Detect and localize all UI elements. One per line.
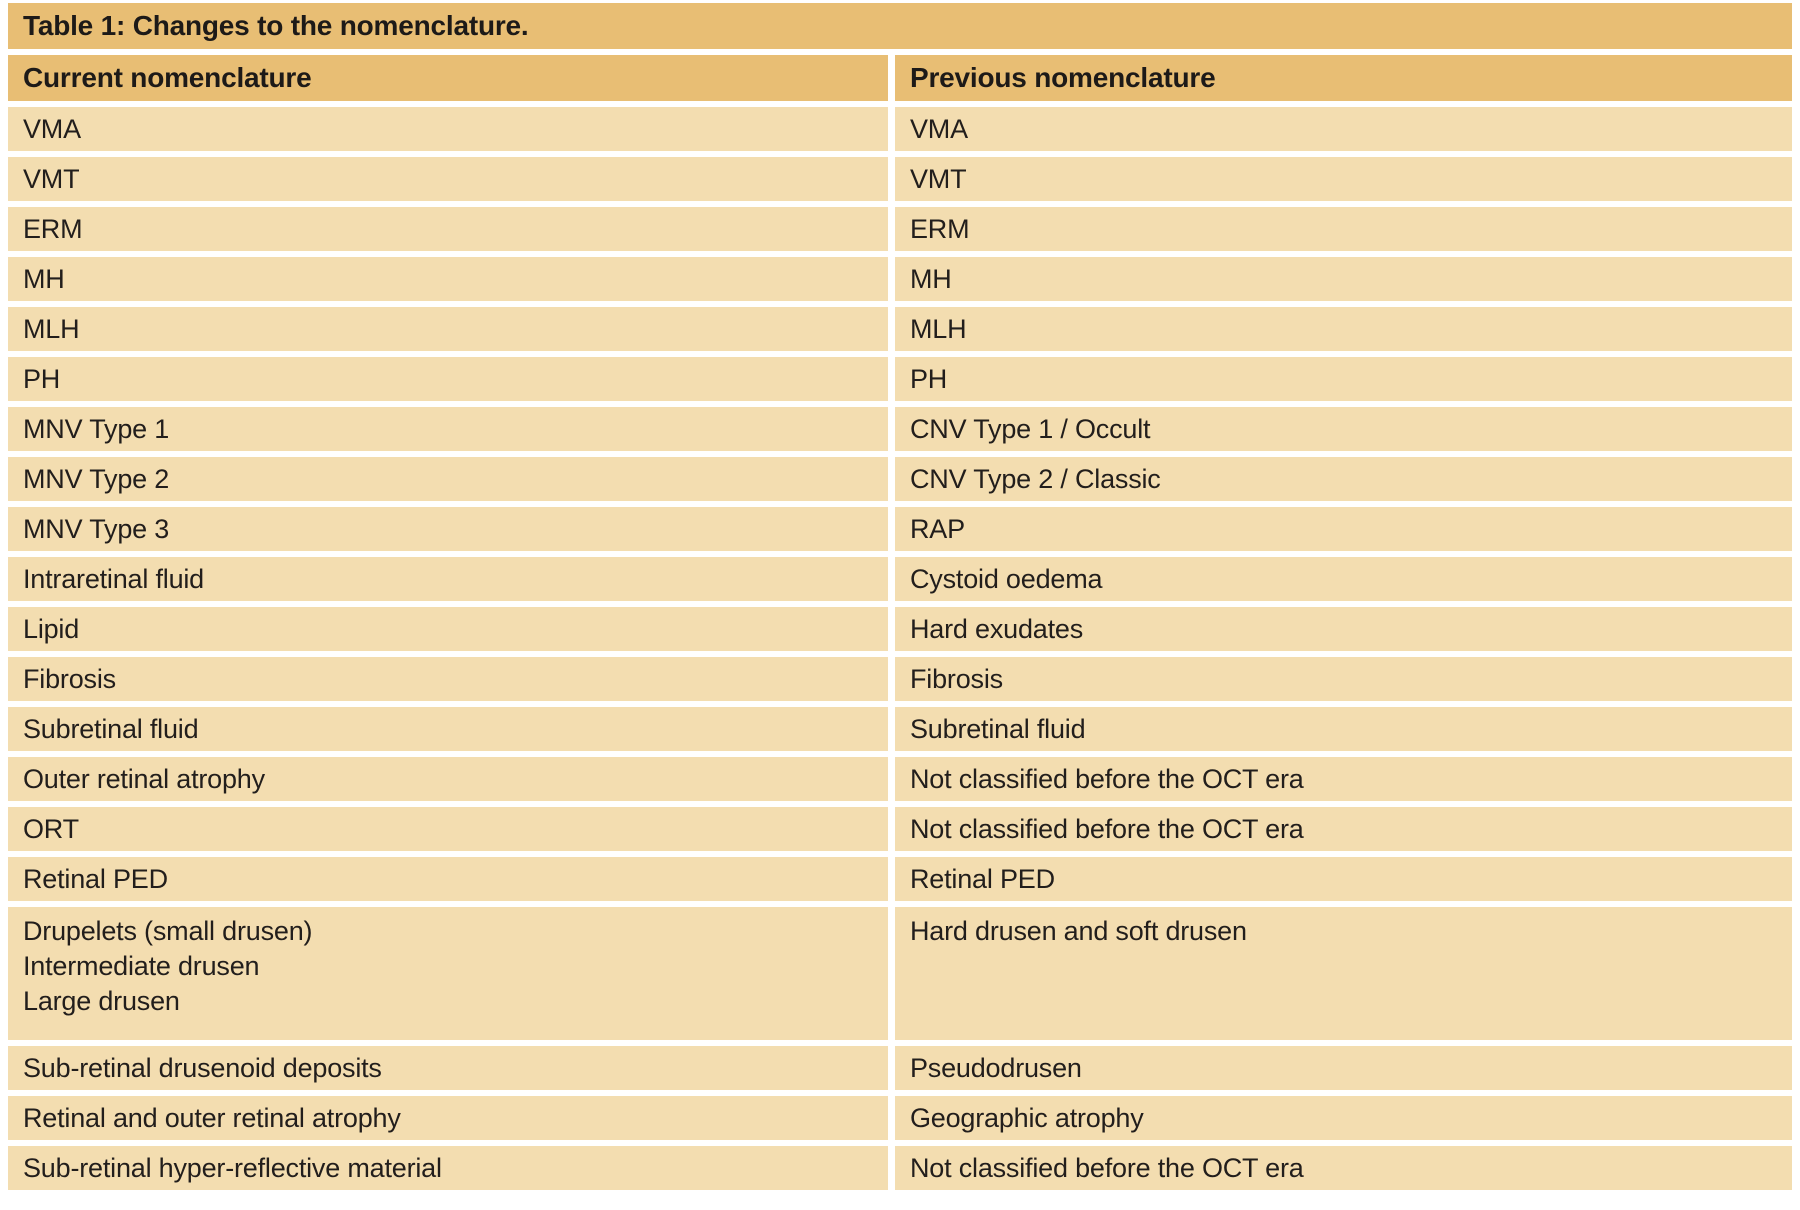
cell-previous: ERM xyxy=(895,207,1792,251)
cell-current: Lipid xyxy=(8,607,888,651)
table-row: Subretinal fluid Subretinal fluid xyxy=(8,707,1792,751)
table-row: MLH MLH xyxy=(8,307,1792,351)
table-row: Sub-retinal drusenoid deposits Pseudodru… xyxy=(8,1046,1792,1090)
cell-current: Retinal PED xyxy=(8,857,888,901)
table-row: ORT Not classified before the OCT era xyxy=(8,807,1792,851)
cell-previous: CNV Type 1 / Occult xyxy=(895,407,1792,451)
table-row: Fibrosis Fibrosis xyxy=(8,657,1792,701)
cell-previous: Pseudodrusen xyxy=(895,1046,1792,1090)
cell-previous: Retinal PED xyxy=(895,857,1792,901)
table-row: Intraretinal fluid Cystoid oedema xyxy=(8,557,1792,601)
cell-current: MNV Type 1 xyxy=(8,407,888,451)
table-row: Sub-retinal hyper-reflective material No… xyxy=(8,1146,1792,1190)
cell-current: VMT xyxy=(8,157,888,201)
cell-current: Sub-retinal drusenoid deposits xyxy=(8,1046,888,1090)
cell-current: Subretinal fluid xyxy=(8,707,888,751)
cell-current: MNV Type 2 xyxy=(8,457,888,501)
table-row: MNV Type 2 CNV Type 2 / Classic xyxy=(8,457,1792,501)
cell-previous: Not classified before the OCT era xyxy=(895,757,1792,801)
cell-current: PH xyxy=(8,357,888,401)
cell-previous: VMT xyxy=(895,157,1792,201)
cell-current: Drupelets (small drusen) Intermediate dr… xyxy=(8,907,888,1040)
table-row: MNV Type 1 CNV Type 1 / Occult xyxy=(8,407,1792,451)
cell-previous: CNV Type 2 / Classic xyxy=(895,457,1792,501)
cell-previous: VMA xyxy=(895,107,1792,151)
cell-current: MNV Type 3 xyxy=(8,507,888,551)
cell-current: ORT xyxy=(8,807,888,851)
table-row-drusen: Drupelets (small drusen) Intermediate dr… xyxy=(8,907,1792,1040)
cell-previous: MH xyxy=(895,257,1792,301)
table-title: Table 1: Changes to the nomenclature. xyxy=(8,3,1792,49)
cell-current: ERM xyxy=(8,207,888,251)
table-row: VMT VMT xyxy=(8,157,1792,201)
cell-current: MH xyxy=(8,257,888,301)
cell-previous: Geographic atrophy xyxy=(895,1096,1792,1140)
table-row: Lipid Hard exudates xyxy=(8,607,1792,651)
column-header-current: Current nomenclature xyxy=(8,55,888,101)
cell-current: Sub-retinal hyper-reflective material xyxy=(8,1146,888,1190)
table-row: MNV Type 3 RAP xyxy=(8,507,1792,551)
cell-current: Intraretinal fluid xyxy=(8,557,888,601)
cell-previous: Fibrosis xyxy=(895,657,1792,701)
table-row: VMA VMA xyxy=(8,107,1792,151)
column-header-previous: Previous nomenclature xyxy=(895,55,1792,101)
table-row: Retinal and outer retinal atrophy Geogra… xyxy=(8,1096,1792,1140)
cell-previous: MLH xyxy=(895,307,1792,351)
cell-current: Fibrosis xyxy=(8,657,888,701)
cell-current: Outer retinal atrophy xyxy=(8,757,888,801)
cell-current: Retinal and outer retinal atrophy xyxy=(8,1096,888,1140)
cell-current: VMA xyxy=(8,107,888,151)
cell-previous: Hard exudates xyxy=(895,607,1792,651)
table-row: Outer retinal atrophy Not classified bef… xyxy=(8,757,1792,801)
cell-previous: Subretinal fluid xyxy=(895,707,1792,751)
table-row: ERM ERM xyxy=(8,207,1792,251)
cell-current: MLH xyxy=(8,307,888,351)
cell-previous: RAP xyxy=(895,507,1792,551)
table-row: Retinal PED Retinal PED xyxy=(8,857,1792,901)
cell-previous: Hard drusen and soft drusen xyxy=(895,907,1792,1040)
cell-previous: Not classified before the OCT era xyxy=(895,1146,1792,1190)
table-row: PH PH xyxy=(8,357,1792,401)
cell-previous: Cystoid oedema xyxy=(895,557,1792,601)
table-title-row: Table 1: Changes to the nomenclature. xyxy=(8,3,1792,49)
table-row: MH MH xyxy=(8,257,1792,301)
cell-previous: PH xyxy=(895,357,1792,401)
cell-previous: Not classified before the OCT era xyxy=(895,807,1792,851)
table-header-row: Current nomenclature Previous nomenclatu… xyxy=(8,55,1792,101)
